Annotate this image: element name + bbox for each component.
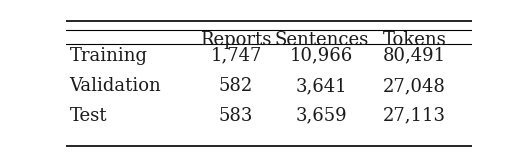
- Text: 10,966: 10,966: [290, 47, 353, 65]
- Text: 80,491: 80,491: [383, 47, 446, 65]
- Text: 583: 583: [219, 107, 253, 125]
- Text: 27,113: 27,113: [383, 107, 446, 125]
- Text: 3,641: 3,641: [296, 77, 347, 95]
- Text: 3,659: 3,659: [296, 107, 347, 125]
- Text: Tokens: Tokens: [383, 31, 446, 49]
- Text: Validation: Validation: [70, 77, 161, 95]
- Text: Sentences: Sentences: [274, 31, 368, 49]
- Text: Reports: Reports: [200, 31, 272, 49]
- Text: 27,048: 27,048: [384, 77, 446, 95]
- Text: 1,747: 1,747: [210, 47, 262, 65]
- Text: Training: Training: [70, 47, 148, 65]
- Text: Test: Test: [70, 107, 107, 125]
- Text: 582: 582: [219, 77, 253, 95]
